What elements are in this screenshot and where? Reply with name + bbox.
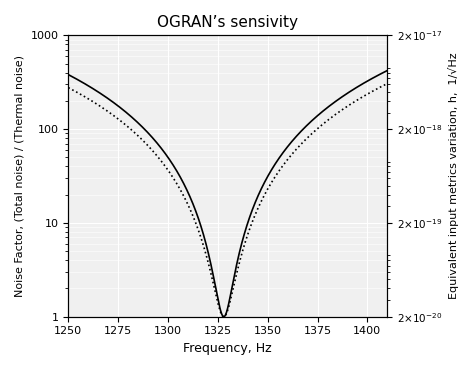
Y-axis label: Noise Factor, (Total noise) / (Thermal noise): Noise Factor, (Total noise) / (Thermal n… <box>15 55 25 297</box>
Title: OGRAN’s sensivity: OGRAN’s sensivity <box>157 15 298 30</box>
Y-axis label: Equivalent input metrics variation, h,  1/√Hz: Equivalent input metrics variation, h, 1… <box>448 53 459 299</box>
X-axis label: Frequency, Hz: Frequency, Hz <box>183 342 272 355</box>
